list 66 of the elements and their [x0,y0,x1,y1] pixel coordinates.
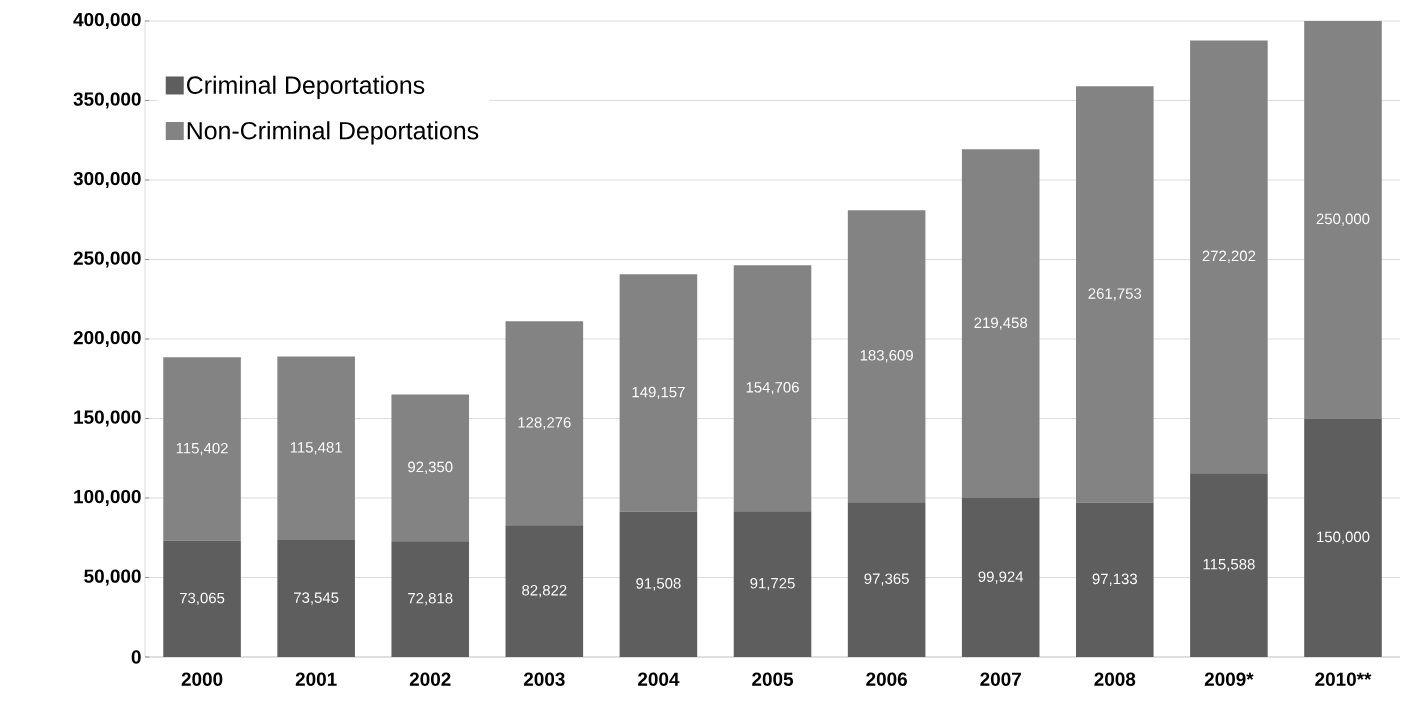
x-tick-label: 2003 [523,672,565,686]
data-label: 128,276 [518,417,571,430]
bar [391,541,470,657]
bar [163,357,241,541]
data-label: 219,458 [974,317,1028,330]
bar [619,274,698,512]
data-label: 92,350 [408,461,453,474]
data-label: 150,000 [1317,531,1370,544]
data-label: 91,725 [750,577,795,591]
data-label: 99,924 [978,571,1024,584]
legend-label: Criminal Deportations [187,75,425,99]
data-label: 115,481 [290,442,342,455]
data-label: 250,000 [1316,213,1370,226]
x-tick-label: 2010** [1315,672,1372,686]
data-label: 149,157 [632,386,685,400]
data-label: 154,706 [746,381,799,395]
x-tick-label: 2004 [638,672,680,686]
bar [847,210,926,503]
bar [277,540,355,657]
bar [1076,502,1154,657]
x-tick-label: 2007 [980,672,1021,686]
bar [1304,20,1382,419]
bar [163,540,241,657]
bar [391,394,470,542]
data-label: 115,402 [176,442,228,456]
y-tick-label: 200,000 [73,330,141,348]
x-tick-label: 2000 [181,672,223,686]
bar [733,265,812,512]
x-tick-label: 2006 [866,672,907,686]
y-tick-label: 100,000 [74,489,141,507]
bar [1304,418,1382,657]
data-label: 261,753 [1088,288,1142,301]
y-tick-label: 400,000 [73,12,141,30]
x-tick-label: 2008 [1094,672,1136,686]
y-tick-label: 350,000 [73,92,141,109]
bar [1190,473,1268,657]
data-label: 183,609 [860,350,913,363]
x-tick-label: 2001 [295,672,337,686]
bar [277,356,355,541]
data-label: 272,202 [1202,250,1256,263]
data-label: 91,508 [636,578,681,591]
legend-label: Non-Criminal Deportations [187,121,479,145]
data-label: 97,365 [864,573,909,586]
data-label: 73,065 [179,592,225,606]
data-label: 72,818 [408,592,453,606]
data-label: 115,588 [1203,558,1255,572]
bar [1190,40,1268,474]
y-tick-label: 150,000 [74,410,141,427]
data-label: 97,133 [1092,573,1137,586]
data-label: 82,822 [522,584,567,598]
bar [505,321,584,526]
x-tick-label: 2002 [409,672,451,686]
y-tick-label: 0 [131,650,141,664]
bar [847,502,926,657]
x-tick-label: 2009* [1204,672,1254,686]
y-tick-label: 300,000 [73,171,141,189]
data-label: 73,545 [294,592,339,605]
bar [961,149,1040,499]
y-tick-label: 50,000 [84,569,141,586]
y-tick-label: 250,000 [73,251,141,268]
bar [505,525,584,657]
bar [733,511,812,657]
bar [961,498,1040,657]
bar [1076,86,1154,503]
bar [619,511,698,657]
x-tick-label: 2005 [752,672,794,686]
